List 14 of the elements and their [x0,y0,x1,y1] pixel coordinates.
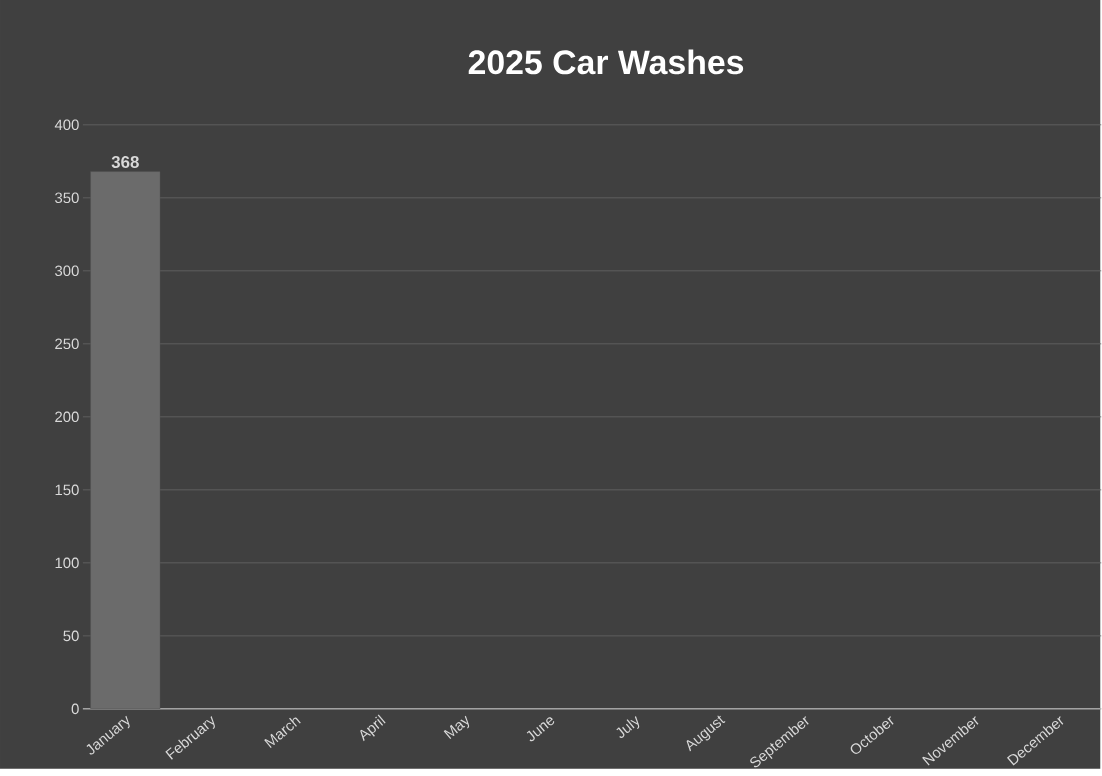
y-tick-label: 200 [55,411,79,423]
chart-title: 2025 Car Washes [468,49,744,75]
y-tick-label: 150 [55,484,79,496]
y-tick-label: 400 [54,119,79,131]
y-tick-label: 350 [55,192,79,204]
y-tick-label: 300 [55,265,79,277]
x-tick-label: May [443,715,470,739]
y-tick-label: 0 [71,703,79,715]
data-label: 368 [111,155,139,168]
y-tick-label: 250 [55,338,79,350]
x-tick-label: June [526,717,555,742]
y-tick-label: 50 [63,630,79,642]
x-tick-label: July [616,716,640,738]
y-tick-label: 100 [55,557,79,569]
